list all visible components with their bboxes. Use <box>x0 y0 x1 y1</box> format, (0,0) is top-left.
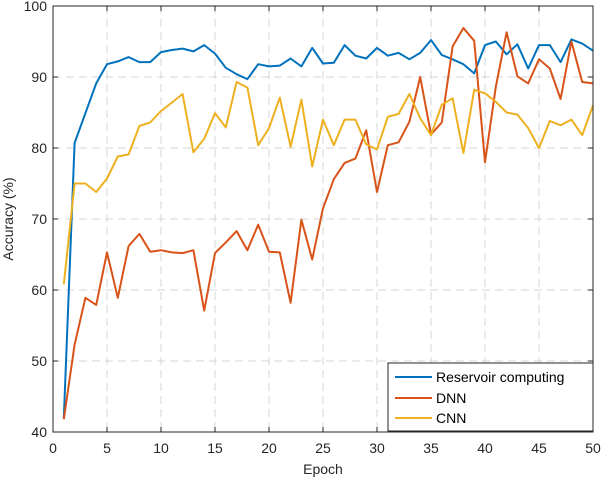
data-series <box>62 27 594 420</box>
x-tick-label: 35 <box>423 440 439 456</box>
x-tick-label: 50 <box>585 440 601 456</box>
y-tick-labels: 40 50 60 70 80 90 100 <box>24 0 48 440</box>
grid-lines <box>53 6 593 432</box>
x-tick-label: 10 <box>153 440 169 456</box>
x-tick-label: 0 <box>49 440 57 456</box>
y-tick-label: 60 <box>31 282 47 298</box>
y-tick-label: 90 <box>31 69 47 85</box>
legend: Reservoir computing DNN CNN <box>387 362 594 432</box>
x-tick-label: 15 <box>207 440 223 456</box>
x-axis-title: Epoch <box>303 461 343 477</box>
series-line-cnn <box>62 81 594 285</box>
y-tick-label: 50 <box>31 353 47 369</box>
y-tick-label: 80 <box>31 140 47 156</box>
x-tick-label: 5 <box>103 440 111 456</box>
series-line-reservoir-computing <box>62 38 594 419</box>
y-tick-label: 70 <box>31 211 47 227</box>
series-line-dnn <box>62 27 594 420</box>
x-tick-label: 45 <box>531 440 547 456</box>
x-tick-label: 40 <box>477 440 493 456</box>
y-axis-title: Accuracy (%) <box>0 177 16 260</box>
y-tick-label: 40 <box>31 424 47 440</box>
legend-label-reservoir: Reservoir computing <box>436 369 564 385</box>
x-tick-label: 30 <box>369 440 385 456</box>
legend-label-cnn: CNN <box>436 410 466 426</box>
x-tick-label: 20 <box>261 440 277 456</box>
y-tick-label: 100 <box>24 0 48 14</box>
x-tick-labels: 0 5 10 15 20 25 30 35 40 45 50 <box>49 440 601 456</box>
x-tick-label: 25 <box>315 440 331 456</box>
legend-label-dnn: DNN <box>436 390 466 406</box>
